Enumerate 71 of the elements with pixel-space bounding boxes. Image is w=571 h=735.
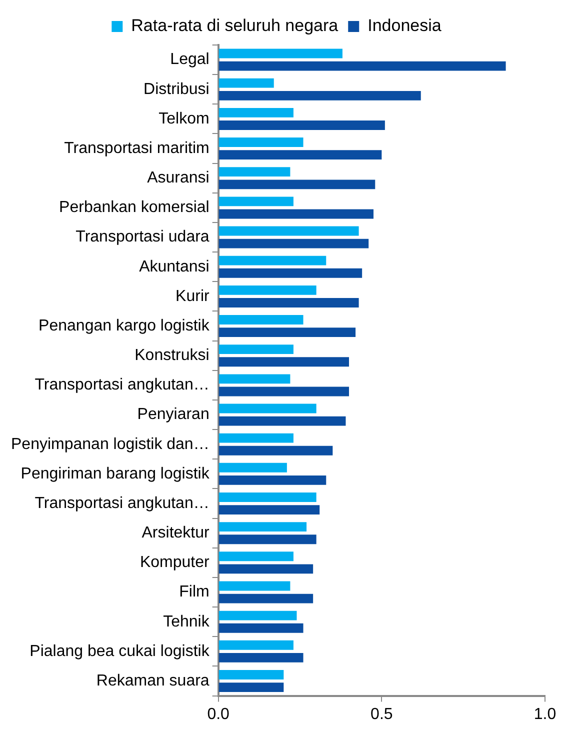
bar xyxy=(218,505,320,515)
legend-label: Rata-rata di seluruh negara xyxy=(131,16,339,36)
y-tick-label: Perbankan komersial xyxy=(59,199,210,216)
bar xyxy=(218,61,506,71)
bar xyxy=(218,492,316,502)
bar xyxy=(218,328,356,338)
bar xyxy=(218,138,304,147)
y-tick-label: Arsitektur xyxy=(142,524,210,542)
y-tick-label: Pialang bea cukai logistik xyxy=(30,642,210,660)
bar xyxy=(218,180,376,190)
y-tick-label: Transportasi angkutan… xyxy=(34,376,210,394)
bar xyxy=(218,462,287,472)
y-tick-label: Tehnik xyxy=(163,613,210,630)
bar xyxy=(218,374,290,384)
y-tick-label: Transportasi udara xyxy=(76,228,210,246)
bar xyxy=(218,564,314,574)
y-tick-label: Distribusi xyxy=(144,80,210,98)
bar xyxy=(218,108,294,118)
bar xyxy=(218,78,274,88)
y-tick-label: Penyiaran xyxy=(137,406,210,424)
bar xyxy=(218,344,294,354)
y-tick-label: Pengiriman barang logistik xyxy=(20,465,210,482)
y-tick-label: Film xyxy=(179,584,210,601)
y-tick-label: Legal xyxy=(170,51,210,68)
bar xyxy=(218,433,294,443)
bar xyxy=(218,682,284,692)
y-tick-label: Rekaman suara xyxy=(96,672,210,690)
bar xyxy=(218,670,284,680)
bar xyxy=(218,48,342,58)
legend-label: Indonesia xyxy=(368,16,442,36)
x-tick-label: 1.0 xyxy=(534,706,556,723)
y-tick-label: Transportasi maritim xyxy=(64,140,210,157)
bar xyxy=(218,120,385,130)
bar xyxy=(218,416,346,426)
y-tick-label: Kurir xyxy=(176,288,210,305)
y-tick-label: Telkom xyxy=(158,110,210,128)
bar xyxy=(218,298,359,308)
bar xyxy=(218,594,314,604)
bar xyxy=(218,90,421,100)
y-tick-label: Transportasi angkutan… xyxy=(34,494,210,512)
bar xyxy=(218,522,307,532)
bar xyxy=(218,150,382,160)
bar xyxy=(218,623,304,633)
bar xyxy=(218,386,349,396)
bar xyxy=(218,196,294,206)
y-tick-label: Akuntansi xyxy=(139,258,210,276)
bar xyxy=(218,268,362,278)
y-tick-label: Komputer xyxy=(140,554,210,572)
bar xyxy=(218,552,294,562)
bar xyxy=(218,315,304,324)
bar xyxy=(218,285,316,295)
x-tick-label: 0.0 xyxy=(207,706,230,723)
y-tick-label: Asuransi xyxy=(147,170,210,187)
bar xyxy=(218,581,290,591)
y-tick-label: Konstruksi xyxy=(134,347,210,364)
bar xyxy=(218,640,294,650)
bar xyxy=(218,446,333,456)
bar xyxy=(218,610,297,620)
y-tick-label: Penangan kargo logistik xyxy=(38,317,210,334)
x-tick-label: 0.5 xyxy=(370,706,393,723)
bar xyxy=(218,209,374,219)
y-tick-label: Penyimpanan logistik dan… xyxy=(10,436,210,453)
bar xyxy=(218,238,369,248)
bar xyxy=(218,653,304,662)
bar xyxy=(218,226,359,236)
bar xyxy=(218,357,349,367)
bar xyxy=(218,256,326,266)
bar xyxy=(218,476,326,485)
bar xyxy=(218,534,316,544)
bar xyxy=(218,404,316,414)
bar xyxy=(218,167,290,177)
